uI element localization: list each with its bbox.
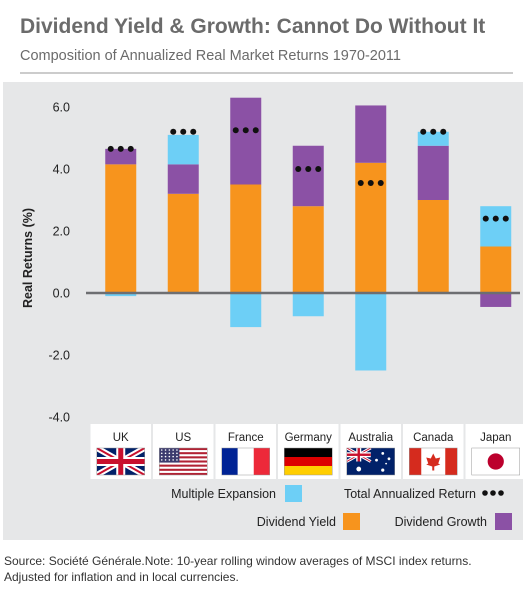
total-return-dot [357, 179, 364, 186]
total-return-dot [295, 166, 302, 172]
legend-swatch-total-return [482, 490, 488, 496]
y-tick-label: -2.0 [48, 349, 70, 363]
dividend-yield-bar [167, 193, 199, 293]
multiple-expansion-bar [230, 293, 262, 328]
category-label: UK [113, 432, 129, 444]
total-return-dot [315, 166, 322, 172]
legend-swatch [495, 513, 512, 530]
legend-label: Dividend Growth [395, 515, 487, 529]
multiple-expansion-bar [105, 293, 137, 297]
total-return-dot [107, 145, 114, 152]
multiple-expansion-bar [355, 293, 387, 371]
dividend-growth-bar [230, 97, 262, 185]
total-return-dot [430, 128, 437, 135]
dividend-yield-bar [230, 184, 262, 293]
total-return-dot [252, 127, 259, 134]
canada-flag-icon [409, 447, 458, 476]
total-return-dot [170, 128, 177, 135]
total-return-dot [242, 127, 249, 134]
y-axis-label: Real Returns (%) [21, 208, 35, 308]
total-return-dot [180, 128, 187, 135]
dividend-growth-bar [480, 293, 512, 307]
chart-title: Dividend Yield & Growth: Cannot Do Witho… [20, 15, 485, 38]
total-return-dot [420, 128, 427, 135]
dividend-growth-bar [292, 145, 324, 207]
category-label: Canada [413, 432, 454, 444]
total-return-dot [377, 179, 384, 186]
france-flag-icon [221, 447, 270, 476]
dividend-growth-bar [355, 105, 387, 163]
y-axis: 6.0 4.0 2.0 0.0 -2.0 -4.0 [48, 101, 70, 425]
multiple-expansion-bar [292, 293, 324, 317]
multiple-expansion-bar [167, 134, 199, 165]
y-tick-label: -4.0 [48, 411, 70, 425]
y-tick-label: 2.0 [53, 225, 70, 239]
dividend-growth-bar [417, 145, 449, 200]
total-return-dot [190, 128, 197, 135]
total-return-dot [367, 179, 374, 186]
total-return-dot [232, 127, 239, 134]
y-tick-label: 4.0 [53, 163, 70, 177]
legend-label: Total Annualized Return [344, 487, 476, 501]
legend-label: Dividend Yield [257, 515, 336, 529]
japan-flag-icon [471, 447, 520, 476]
category-label: France [228, 432, 264, 444]
total-return-dot [502, 215, 509, 222]
germany-flag-icon [284, 447, 333, 476]
category-label: US [175, 432, 191, 444]
dividend-growth-bar [167, 164, 199, 194]
dividend-growth-bar [105, 148, 137, 165]
y-tick-label: 0.0 [53, 287, 70, 301]
dividend-yield-bar [480, 246, 512, 293]
y-tick-label: 6.0 [53, 101, 70, 115]
bars-layer [105, 97, 512, 371]
dividend-yield-bar [292, 206, 324, 293]
category-label: Germany [285, 432, 333, 444]
source-note: Source: Société Générale.Note: 10-year r… [4, 554, 472, 584]
total-return-markers [107, 127, 509, 222]
category-panel: UK US France Germany Australia Canada Japan [90, 424, 526, 479]
total-return-dot [482, 215, 489, 222]
category-label: Japan [480, 432, 511, 444]
legend-swatch-total-return [498, 490, 504, 496]
total-return-dot [117, 145, 124, 152]
total-return-dot [492, 215, 499, 222]
category-label: Australia [348, 432, 393, 444]
chart-subtitle: Composition of Annualized Real Market Re… [20, 48, 401, 64]
legend-label: Multiple Expansion [171, 487, 276, 501]
legend-swatch [343, 513, 360, 530]
uk-flag-icon [96, 447, 145, 476]
total-return-dot [440, 128, 447, 135]
total-return-dot [305, 166, 312, 172]
multiple-expansion-bar [480, 206, 512, 247]
legend: Multiple Expansion Total Annualized Retur… [171, 485, 512, 530]
dividend-yield-bar [417, 200, 449, 293]
us-flag-icon [159, 447, 208, 476]
total-return-dot [127, 145, 134, 152]
dividend-yield-bar [105, 164, 137, 293]
australia-flag-icon [346, 447, 395, 476]
legend-swatch [285, 485, 302, 502]
legend-swatch-total-return [490, 490, 496, 496]
multiple-expansion-bar [417, 131, 449, 146]
